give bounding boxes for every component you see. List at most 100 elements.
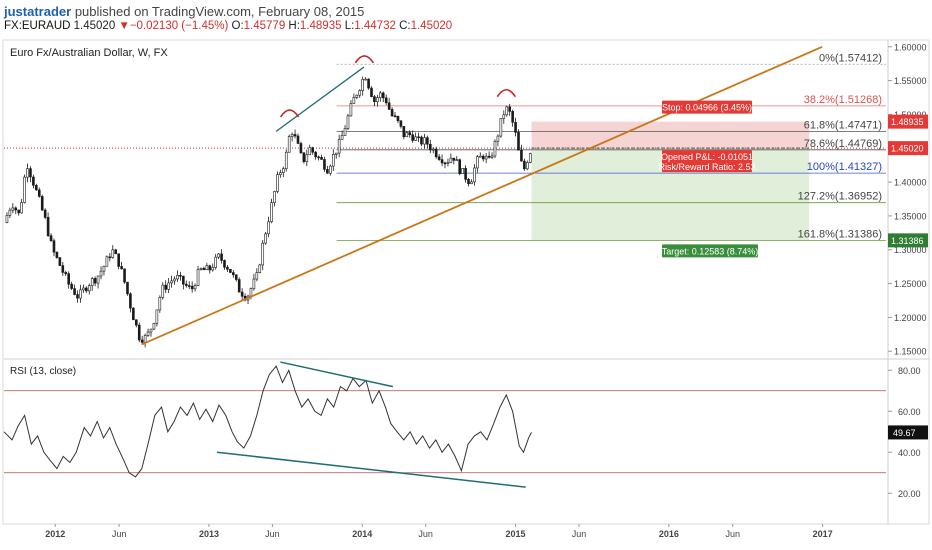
candle[interactable] bbox=[26, 163, 29, 183]
candle[interactable] bbox=[232, 270, 235, 278]
candle[interactable] bbox=[458, 158, 462, 176]
candle[interactable] bbox=[93, 276, 97, 287]
candle[interactable] bbox=[284, 149, 288, 172]
candle[interactable] bbox=[99, 266, 103, 280]
candle[interactable] bbox=[346, 113, 350, 131]
candle[interactable] bbox=[270, 198, 273, 224]
pattern-arc[interactable] bbox=[279, 109, 300, 118]
candle[interactable] bbox=[440, 154, 444, 167]
candle[interactable] bbox=[20, 198, 23, 214]
candle[interactable] bbox=[273, 190, 276, 207]
candle[interactable] bbox=[217, 252, 220, 260]
candle[interactable] bbox=[173, 276, 176, 285]
candle[interactable] bbox=[40, 194, 44, 211]
candle[interactable] bbox=[267, 216, 270, 238]
candle[interactable] bbox=[152, 322, 156, 331]
candle[interactable] bbox=[381, 91, 385, 103]
candle[interactable] bbox=[96, 275, 100, 289]
candle[interactable] bbox=[161, 282, 165, 300]
candle[interactable] bbox=[85, 286, 88, 293]
candle[interactable] bbox=[331, 149, 335, 171]
candle[interactable] bbox=[108, 252, 112, 262]
candle[interactable] bbox=[379, 90, 382, 102]
candle[interactable] bbox=[293, 129, 297, 139]
candle[interactable] bbox=[423, 133, 426, 149]
candle[interactable] bbox=[226, 265, 229, 273]
candle[interactable] bbox=[279, 169, 282, 178]
candle[interactable] bbox=[493, 139, 497, 159]
stop-label[interactable]: Stop: 0.04966 (3.45%) bbox=[662, 100, 752, 114]
candle[interactable] bbox=[214, 253, 217, 270]
candle[interactable] bbox=[417, 132, 420, 143]
candle[interactable] bbox=[481, 154, 485, 162]
candle[interactable] bbox=[190, 281, 194, 293]
candle[interactable] bbox=[396, 115, 400, 124]
candle[interactable] bbox=[184, 280, 188, 288]
candle[interactable] bbox=[511, 109, 514, 127]
candle[interactable] bbox=[496, 134, 500, 147]
time-axis[interactable]: 2012 Jun 2013 Jun 2014 Jun 2015 Jun 2016 Jun 2017 bbox=[45, 524, 833, 539]
candle[interactable] bbox=[187, 281, 191, 289]
candle[interactable] bbox=[205, 262, 209, 271]
candle[interactable] bbox=[402, 126, 406, 140]
candle[interactable] bbox=[470, 179, 473, 185]
candle[interactable] bbox=[370, 86, 373, 98]
candle[interactable] bbox=[431, 147, 435, 154]
candle[interactable] bbox=[132, 307, 135, 321]
candle[interactable] bbox=[137, 322, 141, 343]
candle[interactable] bbox=[146, 328, 150, 337]
candle[interactable] bbox=[29, 166, 32, 183]
candle[interactable] bbox=[182, 275, 185, 290]
candle[interactable] bbox=[411, 130, 414, 143]
candle[interactable] bbox=[176, 270, 179, 282]
candle[interactable] bbox=[199, 267, 203, 271]
candle[interactable] bbox=[299, 141, 303, 155]
candle[interactable] bbox=[143, 333, 147, 348]
candle[interactable] bbox=[14, 206, 18, 215]
candle[interactable] bbox=[334, 152, 338, 159]
candle[interactable] bbox=[487, 151, 491, 159]
candle[interactable] bbox=[528, 152, 532, 164]
candle[interactable] bbox=[326, 165, 329, 174]
chart-canvas[interactable]: 1.600001.550001.500001.450001.400001.350… bbox=[0, 38, 932, 550]
candle[interactable] bbox=[179, 271, 182, 281]
candle[interactable] bbox=[223, 259, 226, 270]
target-label[interactable]: Target: 0.12583 (8.74%) bbox=[662, 244, 759, 258]
candle[interactable] bbox=[520, 144, 523, 162]
candle[interactable] bbox=[449, 153, 453, 164]
candle[interactable] bbox=[464, 165, 467, 183]
candle[interactable] bbox=[290, 132, 294, 142]
candle[interactable] bbox=[135, 319, 138, 328]
candle[interactable] bbox=[111, 245, 115, 259]
candle[interactable] bbox=[76, 290, 79, 303]
candle[interactable] bbox=[252, 273, 256, 291]
candle[interactable] bbox=[117, 253, 120, 270]
candle[interactable] bbox=[387, 98, 391, 110]
candle[interactable] bbox=[120, 261, 123, 270]
candle[interactable] bbox=[211, 263, 215, 272]
candle[interactable] bbox=[390, 107, 394, 118]
candle[interactable] bbox=[129, 292, 132, 313]
candle[interactable] bbox=[420, 135, 423, 147]
candle[interactable] bbox=[261, 239, 265, 271]
candle[interactable] bbox=[287, 134, 291, 153]
candle[interactable] bbox=[405, 130, 409, 138]
candle[interactable] bbox=[264, 231, 267, 245]
candle[interactable] bbox=[311, 146, 315, 155]
candle[interactable] bbox=[317, 155, 320, 161]
candle[interactable] bbox=[87, 283, 91, 295]
candle[interactable] bbox=[478, 152, 482, 158]
candle[interactable] bbox=[246, 294, 250, 304]
candle[interactable] bbox=[52, 238, 56, 257]
candle[interactable] bbox=[523, 158, 526, 171]
candle[interactable] bbox=[302, 152, 306, 164]
candle[interactable] bbox=[393, 112, 397, 118]
candle[interactable] bbox=[149, 328, 153, 337]
candle[interactable] bbox=[79, 284, 82, 303]
candle[interactable] bbox=[446, 158, 450, 167]
candle[interactable] bbox=[361, 76, 364, 96]
candle[interactable] bbox=[514, 117, 517, 137]
candle[interactable] bbox=[193, 283, 197, 292]
candle[interactable] bbox=[17, 209, 21, 216]
